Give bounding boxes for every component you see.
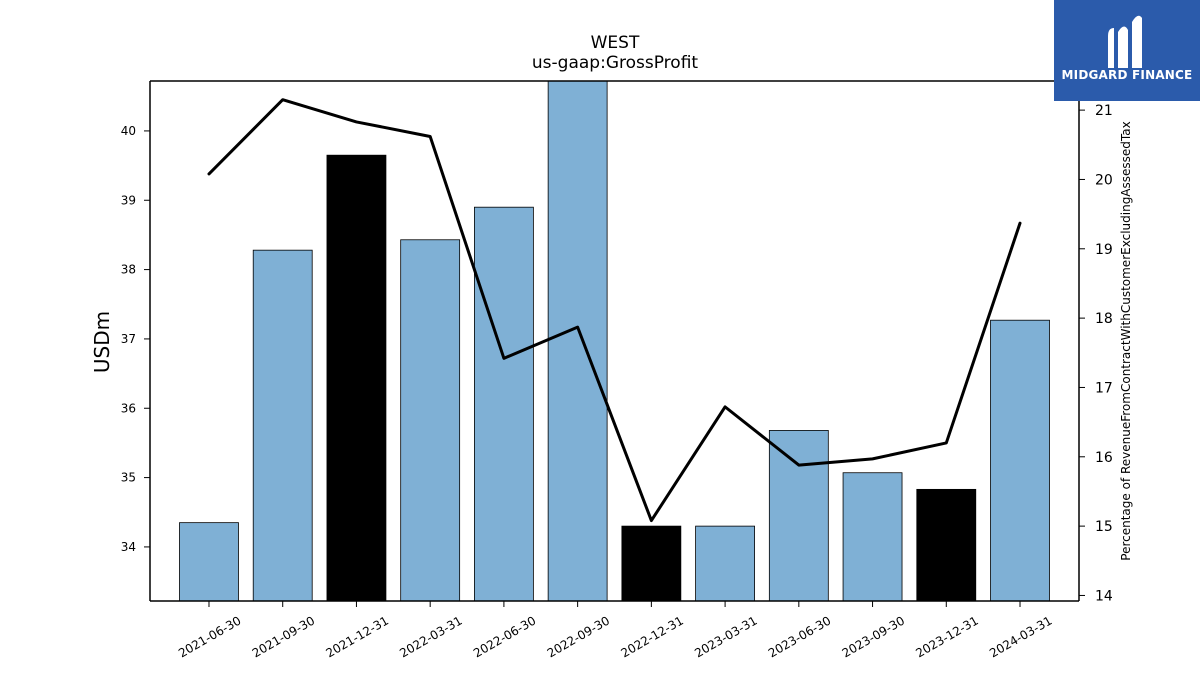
bar-2021-09-30 — [252, 249, 313, 601]
x-tick-label: 2022-12-31 — [618, 613, 685, 660]
bar-2022-06-30 — [474, 206, 534, 601]
x-tick-label: 2023-09-30 — [840, 613, 907, 660]
x-tick-label: 2021-06-30 — [176, 613, 243, 660]
y2-tick-label: 20 — [1095, 172, 1113, 188]
y2-tick-label: 15 — [1095, 519, 1113, 535]
y2-axis-label: Percentage of RevenueFromContractWithCus… — [1119, 121, 1133, 560]
x-tick-label: 2023-03-31 — [692, 613, 759, 660]
brand-name: MIDGARD FINANCE — [1061, 68, 1193, 82]
x-tick-label: 2022-06-30 — [471, 613, 538, 660]
x-tick-label: 2023-06-30 — [766, 613, 833, 660]
y2-tick-label: 18 — [1095, 311, 1113, 327]
x-tick-label: 2021-12-31 — [324, 613, 391, 660]
bar-2022-09-30 — [547, 81, 608, 601]
bar-2023-03-31 — [695, 525, 755, 601]
y-tick-label: 37 — [121, 332, 136, 346]
bar-2021-06-30 — [179, 522, 239, 601]
y-tick-label: 35 — [121, 471, 136, 485]
chart-subtitle: us-gaap:GrossProfit — [532, 53, 698, 73]
series-line — [207, 98, 1022, 523]
bar-2024-03-31 — [990, 319, 1050, 601]
brand-logo-icon — [1108, 15, 1142, 69]
y2-tick-label: 19 — [1095, 242, 1113, 258]
y-tick-label: 39 — [121, 193, 136, 207]
y2-tick-label: 16 — [1095, 450, 1113, 466]
bar-2023-09-30 — [842, 472, 903, 601]
x-tick-label: 2024-03-31 — [987, 613, 1054, 660]
bar-2022-12-31 — [621, 525, 682, 601]
y2-tick-label: 14 — [1095, 588, 1113, 604]
y-tick-label: 38 — [121, 263, 136, 277]
y2-tick-label: 21 — [1095, 103, 1113, 119]
y-axis-label: USDm — [90, 311, 114, 373]
y2-tick-label: 17 — [1095, 380, 1113, 396]
y-tick-label: 36 — [121, 401, 136, 415]
bar-2022-03-31 — [400, 239, 461, 601]
line-group — [207, 98, 1022, 523]
x-tick-label: 2022-09-30 — [545, 613, 612, 660]
bar-2023-06-30 — [768, 430, 829, 601]
x-tick-label: 2021-09-30 — [250, 613, 317, 660]
x-tick-label: 2022-03-31 — [397, 613, 464, 660]
y-tick-label: 40 — [121, 124, 136, 138]
bar-2023-12-31 — [916, 488, 977, 601]
chart-title: WEST — [591, 33, 640, 53]
bar-2021-12-31 — [326, 154, 387, 601]
bars-group — [179, 81, 1050, 601]
x-tick-label: 2023-12-31 — [913, 613, 980, 660]
y-tick-label: 34 — [121, 540, 136, 554]
